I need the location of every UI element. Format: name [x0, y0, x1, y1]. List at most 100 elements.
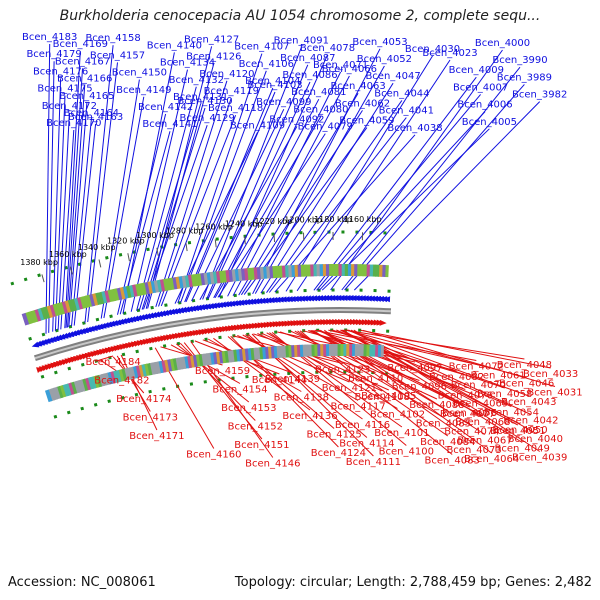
reverse-gene-label: Bcen_4125	[306, 430, 361, 441]
forward-leader-line	[254, 65, 385, 294]
forward-leader-line	[316, 94, 481, 291]
forward-leader-line	[319, 111, 486, 291]
forward-gene-labels: Bcen_4183Bcen_4179Bcen_4176Bcen_4175Bcen…	[22, 32, 567, 134]
reverse-gene-arrow	[263, 321, 271, 328]
forward-gene-label: Bcen_4062	[335, 98, 390, 109]
forward-gene-label: Bcen_4000	[475, 38, 530, 49]
scale-tick	[98, 259, 102, 268]
feature-block-outer	[328, 263, 333, 277]
backbone-highlight	[34, 308, 391, 360]
forward-leader-line	[313, 76, 477, 291]
forward-leader-line	[141, 107, 206, 310]
feature-block-inner	[81, 378, 89, 392]
forward-gene-label: Bcen_4066	[322, 64, 377, 75]
forward-leader-line	[185, 91, 276, 302]
reverse-gene-arrow	[236, 324, 245, 331]
reverse-gene-label: Bcen_4068	[455, 417, 510, 428]
feature-block-outer	[103, 290, 111, 303]
feature-block-inner	[106, 371, 114, 385]
feature-block-outer	[334, 263, 339, 277]
forward-gene-label: Bcen_4005	[462, 117, 517, 128]
forward-gene-label: Bcen_4163	[68, 112, 123, 123]
forward-leader-line	[330, 49, 503, 291]
feature-block-outer	[33, 309, 42, 322]
feature-block-outer	[368, 264, 374, 277]
feature-block-inner	[44, 389, 53, 403]
forward-gene-label: Bcen_4183	[22, 32, 77, 43]
forward-gene-label: Bcen_4176	[33, 66, 88, 77]
forward-gene-label: Bcen_4099	[256, 97, 311, 108]
forward-gene-label: Bcen_4086	[282, 70, 337, 81]
forward-gene-label: Bcen_4059	[339, 116, 394, 127]
reverse-gene-arrow	[174, 332, 183, 339]
feature-block-inner	[103, 372, 111, 386]
reverse-gene-arrow	[248, 323, 256, 330]
reverse-gene-label: Bcen_4084	[420, 437, 475, 448]
map-title: Burkholderia cenocepacia AU 1054 chromos…	[59, 8, 541, 24]
feature-block-outer	[45, 305, 54, 319]
reverse-gene-label: Bcen_4117	[330, 402, 385, 413]
reverse-gene-arrow	[254, 322, 262, 329]
feature-block-outer	[121, 286, 129, 299]
forward-gene-label: Bcen_3982	[512, 90, 567, 101]
feature-block-outer	[109, 289, 117, 302]
reverse-leader-line	[116, 355, 151, 412]
feature-block-inner	[140, 364, 147, 377]
reverse-gene-label: Bcen_4050	[492, 425, 547, 436]
forward-gene-label: Bcen_4106	[239, 59, 294, 70]
reverse-gene-label: Bcen_4108	[355, 392, 410, 403]
scale-tick	[214, 239, 217, 248]
reverse-gene-arrow	[180, 331, 189, 338]
scale-tick-label: 1380 kbp	[20, 258, 58, 267]
forward-leader-line	[130, 69, 188, 312]
forward-gene-label: Bcen_4141	[142, 119, 197, 130]
forward-gene-label: Bcen_4041	[379, 106, 434, 117]
reverse-gene-label: Bcen_4054	[484, 408, 539, 419]
scale-tick	[244, 236, 246, 245]
reverse-gene-arrow	[183, 331, 192, 338]
reverse-gene-arrow	[73, 355, 81, 362]
forward-gene-label: Bcen_4071	[313, 60, 368, 71]
forward-gene-label: Bcen_4119	[204, 86, 259, 97]
feature-block-outer	[21, 312, 30, 326]
reverse-gene-label: Bcen_4182	[94, 376, 149, 387]
forward-gene-label: Bcen_4142	[138, 102, 193, 113]
feature-block-outer	[306, 264, 311, 277]
reverse-gene-arrow	[93, 350, 101, 357]
reverse-gene-arrow	[64, 358, 73, 365]
reverse-gene-label: Bcen_4123	[315, 365, 370, 376]
feature-block-outer	[30, 310, 39, 323]
reverse-gene-label: Bcen_4039	[512, 453, 567, 464]
reverse-gene-label: Bcen_4171	[129, 431, 184, 442]
forward-leader-line	[117, 113, 167, 315]
forward-leader-line	[180, 70, 267, 303]
reverse-gene-arrow	[136, 340, 145, 347]
reverse-gene-label: Bcen_4049	[495, 444, 550, 455]
forward-gene-label: Bcen_4140	[147, 40, 202, 51]
forward-gene-label: Bcen_4172	[42, 101, 97, 112]
feature-block-outer	[155, 279, 163, 293]
feature-block-outer	[128, 285, 135, 298]
scale-tick-label: 1160 kbp	[344, 215, 382, 224]
forward-gene-label: Bcen_4092	[269, 114, 324, 125]
forward-gene-label: Bcen_4134	[160, 58, 215, 69]
feature-block-inner	[109, 371, 116, 384]
reverse-gene-label: Bcen_4051	[490, 426, 545, 437]
feature-block-inner	[97, 374, 105, 387]
feature-block-inner	[47, 388, 56, 402]
feature-block-outer	[137, 283, 144, 296]
forward-leader-line	[344, 84, 525, 291]
reverse-gene-label: Bcen_4173	[123, 413, 178, 424]
scale-tick	[185, 243, 188, 252]
reverse-gene-arrow	[107, 346, 116, 353]
feature-block-outer	[143, 282, 150, 295]
feature-block-outer	[94, 292, 102, 306]
reverse-gene-arrow	[157, 336, 165, 343]
forward-leader-line	[353, 101, 541, 291]
feature-block-inner	[89, 376, 97, 390]
reverse-gene-label: Bcen_4174	[116, 394, 171, 405]
feature-block-outer	[331, 263, 336, 277]
reverse-gene-label: Bcen_4083	[425, 456, 480, 467]
feature-block-outer	[321, 264, 327, 277]
feature-block-inner	[67, 382, 75, 396]
